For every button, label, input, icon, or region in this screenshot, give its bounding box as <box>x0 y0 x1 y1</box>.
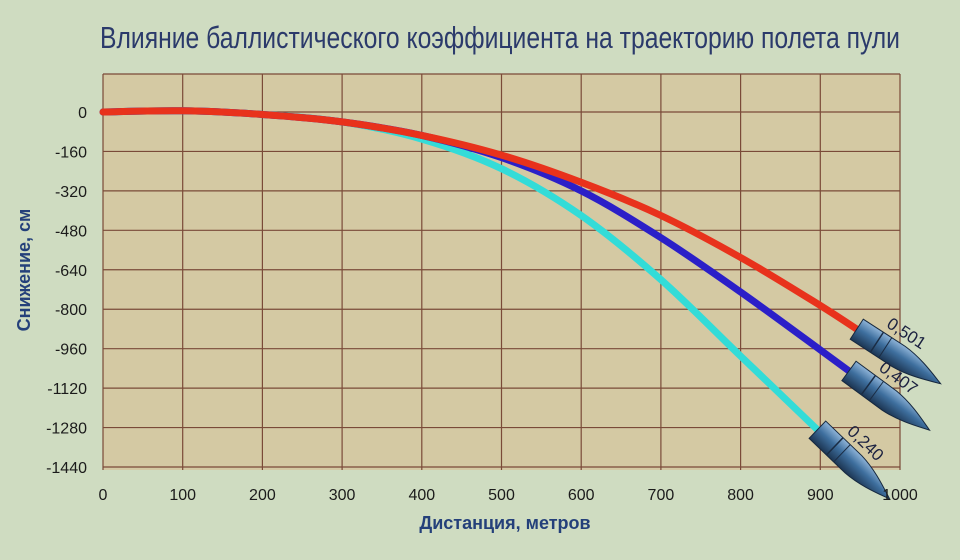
y-axis-label: Снижение, см <box>14 209 34 332</box>
x-tick-label-4: 400 <box>408 487 435 504</box>
y-tick-label-3: -480 <box>55 223 87 240</box>
x-tick-label-1: 100 <box>169 487 196 504</box>
y-tick-label-1: -160 <box>55 144 87 161</box>
x-tick-label-3: 300 <box>329 487 356 504</box>
series-line-0 <box>99 107 864 335</box>
x-tick-labels: 0 100 200 300 400 500 600 700 800 900 1000 <box>99 487 918 504</box>
x-tick-label-10: 1000 <box>882 487 918 504</box>
y-tick-label-6: -960 <box>55 342 87 359</box>
y-tick-label-7: -1120 <box>47 381 87 398</box>
x-tick-label-6: 600 <box>568 487 595 504</box>
bullet-marker-1 <box>841 360 931 432</box>
x-axis-label: Дистанция, метров <box>419 513 590 533</box>
series-layer <box>99 107 864 436</box>
y-tick-label-0: 0 <box>78 105 87 122</box>
x-tick-label-0: 0 <box>99 487 108 504</box>
y-tick-label-9: -1440 <box>46 460 87 477</box>
y-tick-label-4: -640 <box>55 263 87 280</box>
y-tick-label-8: -1280 <box>46 421 87 438</box>
chart-title: Влияние баллистического коэффициента на … <box>100 20 900 55</box>
x-tick-label-2: 200 <box>249 487 276 504</box>
y-tick-labels: 0 -160 -320 -480 -640 -800 -960 -1120 -1280 -1440 <box>46 105 87 477</box>
x-tick-label-8: 800 <box>727 487 754 504</box>
x-tick-label-5: 500 <box>488 487 515 504</box>
y-tick-label-5: -800 <box>55 302 87 319</box>
y-tick-label-2: -320 <box>55 184 87 201</box>
x-tick-label-7: 700 <box>648 487 675 504</box>
bullet-marker-2 <box>808 420 891 501</box>
x-tick-label-9: 900 <box>807 487 834 504</box>
bullet-marker-0 <box>849 318 942 385</box>
